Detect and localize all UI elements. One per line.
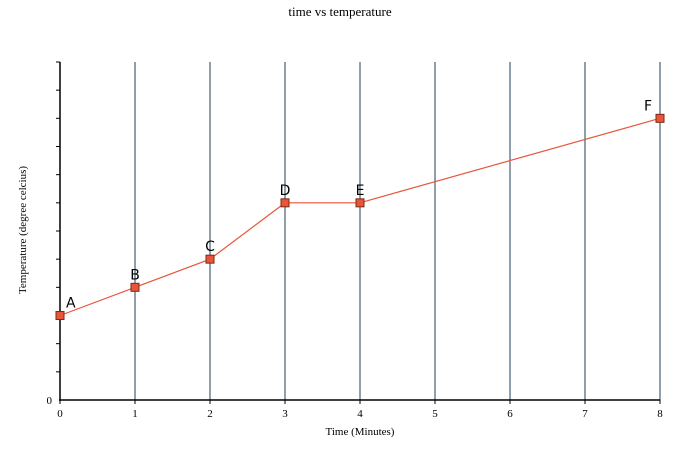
x-axis-label: Time (Minutes) xyxy=(326,426,395,438)
y-axis-label: Temperature (degree celcius) xyxy=(17,166,29,294)
point-label-A: A xyxy=(66,296,76,312)
point-label-E: E xyxy=(356,183,365,199)
axis-ticks: 0 1 2 3 4 5 6 7 8 0 xyxy=(47,61,663,420)
x-tick-label-5: 5 xyxy=(432,408,438,420)
x-tick-label-1: 1 xyxy=(132,408,138,420)
marker-A xyxy=(55,311,65,320)
marker-C xyxy=(205,254,215,264)
marker-D xyxy=(280,198,290,208)
y-tick-label-0: 0 xyxy=(47,395,53,407)
series-line xyxy=(59,117,661,317)
x-tick-label-2: 2 xyxy=(207,408,213,420)
marker-E xyxy=(355,198,365,208)
marker-B xyxy=(130,282,140,292)
series-line-group xyxy=(59,117,661,317)
markers-group xyxy=(55,113,665,320)
point-label-F: F xyxy=(644,98,652,114)
point-label-C: C xyxy=(205,239,215,255)
marker-F xyxy=(655,113,665,123)
chart-title: time vs temperature xyxy=(288,4,391,19)
point-labels-group: A B C D E F xyxy=(66,98,652,311)
x-tick-label-3: 3 xyxy=(282,408,288,420)
vertical-grid xyxy=(134,62,661,400)
point-label-B: B xyxy=(130,267,140,283)
x-tick-label-6: 6 xyxy=(507,408,513,420)
x-tick-label-4: 4 xyxy=(357,408,363,420)
x-tick-label-0: 0 xyxy=(57,408,63,420)
point-label-D: D xyxy=(280,183,291,199)
x-tick-label-8: 8 xyxy=(657,408,663,420)
x-tick-label-7: 7 xyxy=(582,408,588,420)
